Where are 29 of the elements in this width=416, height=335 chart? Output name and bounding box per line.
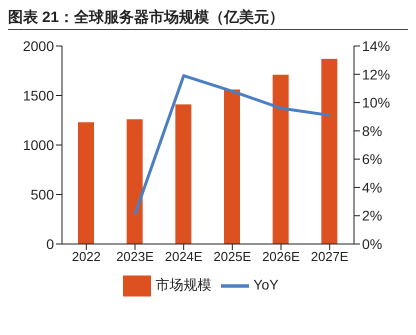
x-tick-label: 2025E	[214, 249, 252, 264]
x-tick-label: 2027E	[310, 249, 349, 264]
bar	[321, 58, 338, 244]
y2-tick-label: 8%	[362, 122, 382, 139]
x-tick-label: 2023E	[116, 249, 154, 264]
y2-tick-label: 12%	[362, 66, 390, 82]
y2-tick-label: 4%	[362, 179, 382, 196]
y-tick-label: 1000	[22, 136, 54, 153]
y2-tick-label: 10%	[362, 94, 390, 111]
x-tick-label: 2024E	[164, 249, 203, 264]
legend-label: YoY	[253, 276, 279, 293]
y2-tick-label: 2%	[362, 208, 382, 224]
bar	[175, 104, 192, 244]
y2-tick-label: 14%	[362, 38, 390, 54]
y-tick-label: 2000	[22, 38, 54, 54]
bar	[224, 90, 240, 244]
y-tick-label: 1500	[22, 87, 54, 104]
x-tick-label: 2022	[72, 249, 101, 264]
x-tick-label: 2026E	[262, 249, 300, 264]
y2-tick-label: 6%	[362, 151, 382, 168]
line-series	[134, 74, 332, 216]
bar	[78, 122, 94, 244]
legend-label: 市场规模	[155, 276, 212, 293]
y-tick-label: 0	[46, 236, 54, 252]
bar	[272, 74, 289, 244]
y-tick-label: 500	[30, 186, 54, 202]
chart-title: 图表 21：全球服务器市场规模（亿美元）	[8, 8, 408, 30]
y2-tick-label: 0%	[362, 236, 382, 252]
bar	[126, 119, 143, 244]
